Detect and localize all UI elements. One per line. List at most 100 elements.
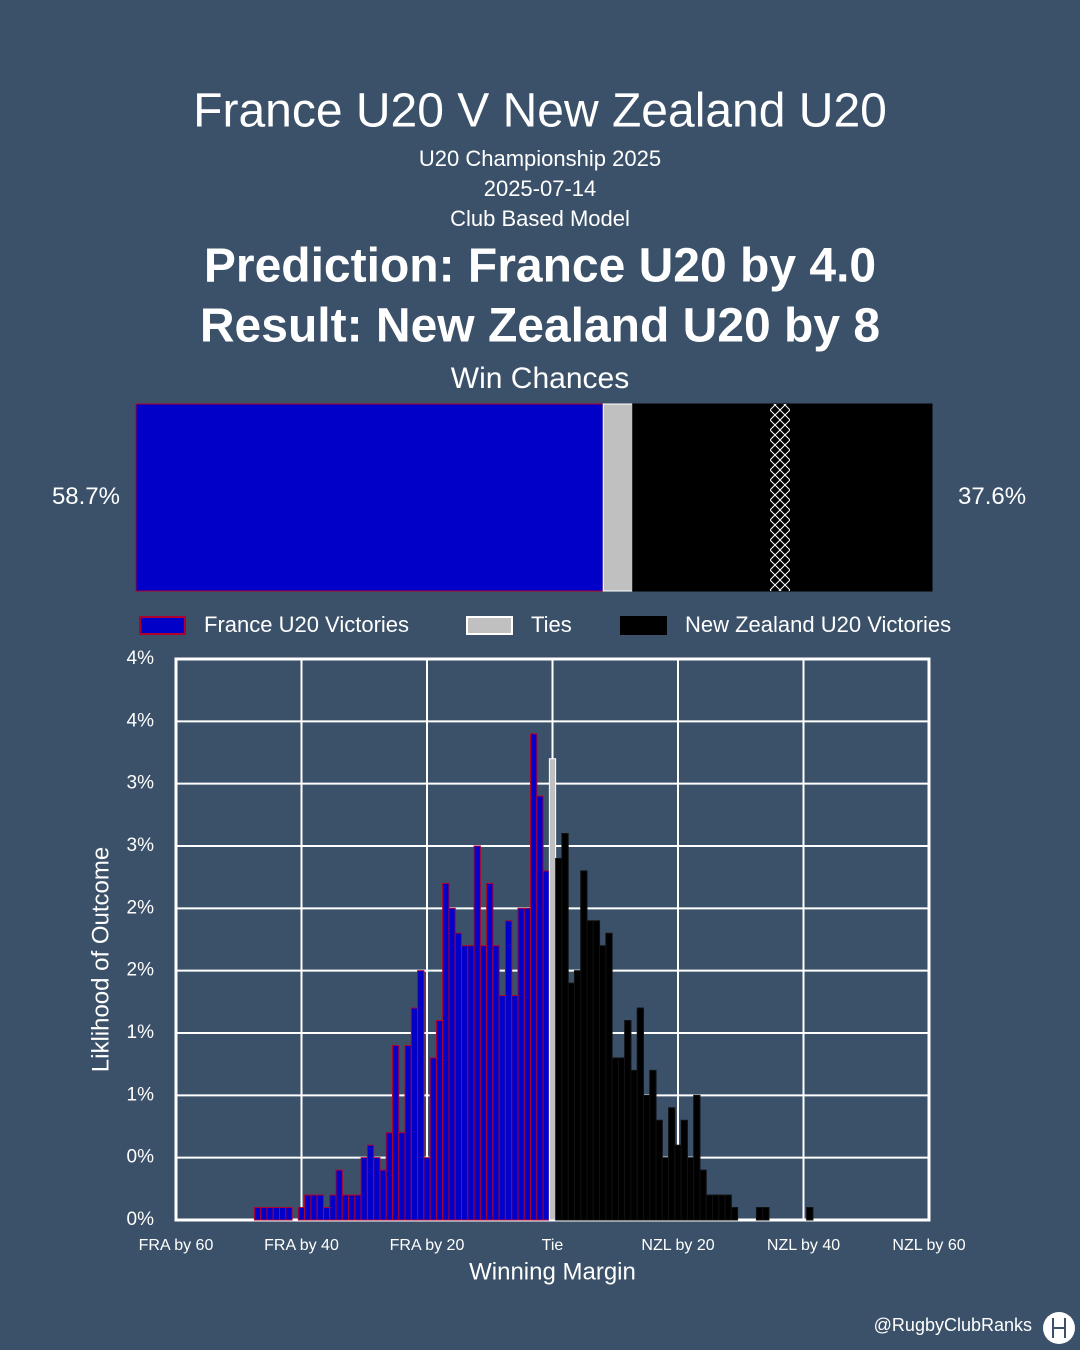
y-tick-label: 1% [127, 1084, 155, 1105]
histogram-bar [253, 1207, 262, 1221]
histogram-bar [636, 1007, 644, 1221]
histogram-bar [712, 1194, 720, 1221]
win-value-label: 58.7% [52, 483, 120, 510]
x-tick-label: FRA by 20 [390, 1237, 465, 1254]
histogram-bar [429, 1057, 437, 1221]
histogram-bar [391, 1044, 400, 1221]
win-bar-segment [602, 403, 634, 592]
histogram-bar [398, 1132, 406, 1221]
histogram-bar [260, 1207, 268, 1221]
histogram-bar [580, 870, 588, 1221]
histogram-bar [348, 1194, 356, 1221]
result-marker [770, 404, 790, 591]
legend-label: Ties [531, 612, 572, 637]
histogram-bar [492, 945, 500, 1221]
y-axis-label: Liklihood of Outcome [87, 847, 114, 1072]
histogram-bar [442, 882, 450, 1221]
x-axis-label: Winning Margin [469, 1258, 636, 1285]
histogram-bar [329, 1194, 337, 1221]
histogram-bar [624, 1020, 632, 1221]
prediction: Prediction: France U20 by 4.0 [204, 240, 876, 293]
legend-swatch [620, 616, 667, 635]
histogram-bar [486, 882, 494, 1221]
histogram-bar [285, 1207, 293, 1221]
histogram-bar [479, 945, 488, 1221]
histogram-bar [592, 920, 601, 1221]
histogram-bar [498, 995, 506, 1221]
histogram-bar [473, 845, 481, 1221]
histogram-bar [605, 932, 613, 1221]
y-tick-label: 4% [127, 710, 155, 731]
histogram-bar [611, 1057, 619, 1221]
result: Result: New Zealand U20 by 8 [200, 300, 880, 353]
histogram-bar [599, 945, 607, 1221]
histogram-bar [517, 907, 525, 1221]
histogram-bar [617, 1057, 626, 1221]
histogram-bar [279, 1207, 287, 1221]
histogram-bar [404, 1044, 412, 1221]
histogram-bar [699, 1169, 707, 1221]
y-tick-label: 1% [127, 1022, 155, 1043]
x-tick-label: Tie [542, 1237, 564, 1254]
date: 2025-07-14 [484, 176, 597, 201]
y-tick-label: 2% [127, 897, 155, 918]
x-tick-label: NZL by 60 [892, 1237, 965, 1254]
histogram-bar [668, 1107, 676, 1221]
y-tick-label: 3% [127, 773, 155, 794]
x-tick-label: NZL by 20 [641, 1237, 714, 1254]
histogram-bar [680, 1119, 688, 1221]
histogram-bar [335, 1169, 343, 1221]
histogram-bar [385, 1132, 393, 1221]
win-chances-title: Win Chances [451, 362, 629, 395]
histogram-bar [655, 1119, 663, 1221]
histogram-bar [661, 1157, 670, 1221]
histogram-bar [730, 1207, 739, 1221]
histogram-bar [454, 932, 463, 1221]
histogram-bar [686, 1157, 695, 1221]
histogram-bar [530, 733, 538, 1221]
histogram-bar [511, 995, 519, 1221]
competition: U20 Championship 2025 [419, 146, 661, 171]
histogram-bar [724, 1194, 732, 1221]
histogram-bar [322, 1207, 331, 1221]
histogram-bar [567, 982, 575, 1221]
histogram-bar [630, 1069, 638, 1221]
histogram-bar [373, 1157, 381, 1221]
histogram-bar [705, 1194, 714, 1221]
histogram-bar [755, 1207, 764, 1221]
legend-swatch [466, 616, 513, 635]
histogram-bar [586, 920, 594, 1221]
legend-label: France U20 Victories [204, 612, 409, 637]
histogram-bar [693, 1094, 701, 1221]
histogram-bar [435, 1020, 444, 1221]
legend-swatch [139, 616, 186, 635]
histogram-bar [555, 857, 563, 1221]
histogram-bar [461, 945, 469, 1221]
logo-mark [1052, 1318, 1066, 1338]
histogram-bar [341, 1194, 350, 1221]
histogram-bar [467, 945, 475, 1221]
histogram-bar [674, 1144, 682, 1221]
histogram-bar [642, 1094, 651, 1221]
histogram-bar [762, 1207, 770, 1221]
histogram-bar [806, 1207, 814, 1221]
y-tick-label: 0% [127, 1147, 155, 1168]
histogram-bar [354, 1194, 362, 1221]
histogram-bar [272, 1207, 281, 1221]
x-tick-label: FRA by 40 [264, 1237, 339, 1254]
histogram-bar [536, 795, 544, 1221]
histogram-bar [360, 1157, 368, 1221]
histogram-bar [573, 970, 582, 1221]
histogram-bar [523, 907, 532, 1221]
histogram-bar [649, 1069, 657, 1221]
title: France U20 V New Zealand U20 [193, 85, 887, 138]
histogram-bar [410, 1007, 419, 1221]
histogram-bar [310, 1194, 318, 1221]
y-tick-label: 2% [127, 960, 155, 981]
histogram-bar [718, 1194, 726, 1221]
win-value-label: 37.6% [958, 483, 1026, 510]
credit: @RugbyClubRanks [874, 1315, 1032, 1335]
histogram-bar [561, 833, 569, 1221]
